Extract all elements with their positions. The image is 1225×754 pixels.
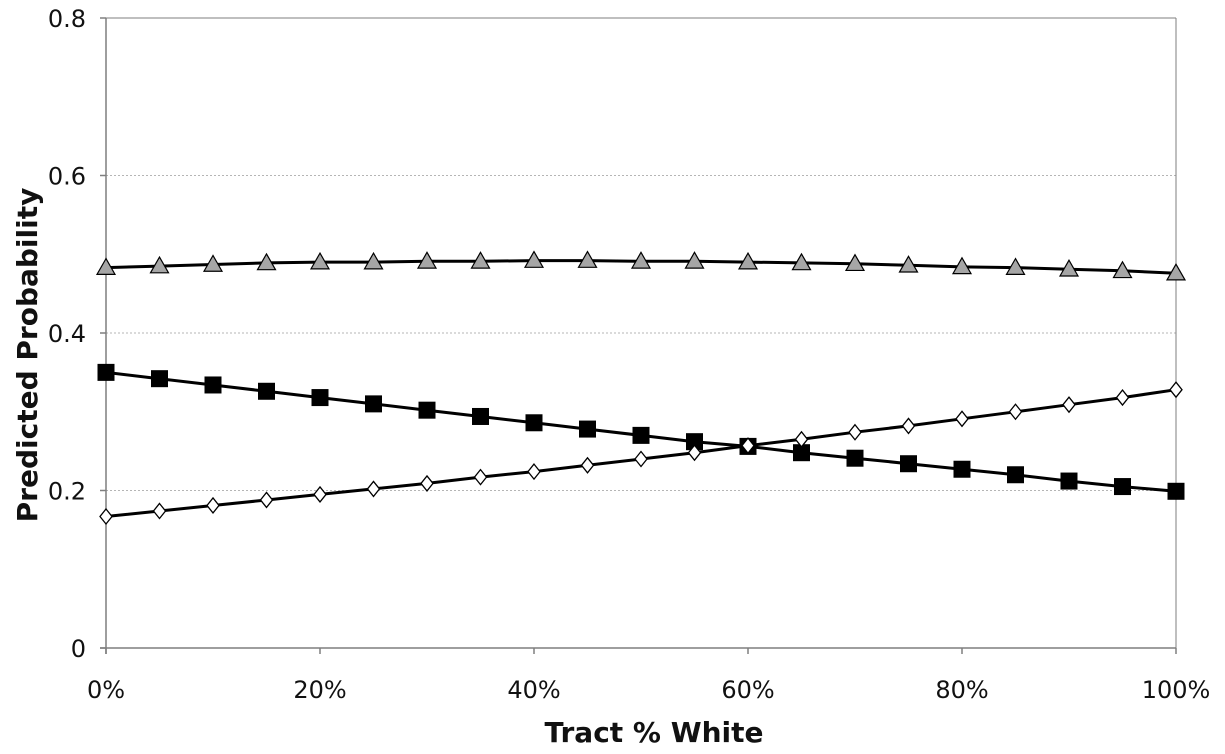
point-triangle-13 <box>791 252 812 271</box>
point-diamond-16 <box>955 410 969 428</box>
point-triangle-18 <box>1058 259 1080 277</box>
point-diamond-18 <box>1062 396 1076 414</box>
point-square-15 <box>900 455 917 473</box>
point-square-9 <box>579 420 596 438</box>
point-triangle-19 <box>1112 260 1133 279</box>
point-diamond-15 <box>901 417 916 435</box>
y-tick-label-1: 0.2 <box>48 478 86 506</box>
point-diamond-19 <box>1115 389 1130 407</box>
point-diamond-20 <box>1169 381 1183 399</box>
point-triangle-10 <box>630 251 652 269</box>
point-diamond-5 <box>366 480 381 498</box>
point-square-18 <box>1060 472 1078 490</box>
point-diamond-17 <box>1008 403 1023 421</box>
point-diamond-1 <box>152 502 167 520</box>
tick-labels: 0 0.2 0.4 0.6 0.8 0% 20% 40% 60% 80% 100% <box>48 5 1210 704</box>
y-axis-title: Predicted Probability <box>11 188 44 523</box>
point-square-5 <box>365 395 382 413</box>
point-diamond-8 <box>527 463 541 481</box>
point-triangle-8 <box>523 250 545 268</box>
point-square-2 <box>204 376 222 394</box>
point-diamond-3 <box>259 491 274 509</box>
point-diamond-13 <box>794 430 809 448</box>
point-square-16 <box>953 460 971 478</box>
y-tick-label-2: 0.4 <box>48 320 86 348</box>
point-square-20 <box>1167 482 1185 500</box>
point-square-14 <box>846 449 864 467</box>
point-triangle-11 <box>684 251 705 269</box>
point-triangle-5 <box>363 251 384 270</box>
series-diamond <box>99 381 1183 526</box>
point-triangle-6 <box>416 251 438 269</box>
series-group <box>95 250 1187 526</box>
point-square-17 <box>1007 466 1024 484</box>
x-tick-label-1: 20% <box>293 676 346 704</box>
point-square-1 <box>151 370 168 388</box>
series-square <box>97 363 1185 500</box>
point-triangle-15 <box>898 255 919 273</box>
x-axis-title: Tract % White <box>544 716 763 749</box>
x-tick-label-5: 100% <box>1142 676 1211 704</box>
series-triangle <box>95 250 1187 281</box>
point-diamond-10 <box>634 450 648 468</box>
point-square-6 <box>418 401 436 419</box>
x-tick-label-2: 40% <box>507 676 560 704</box>
point-square-19 <box>1114 478 1131 496</box>
point-diamond-12 <box>741 437 755 455</box>
x-tick-label-3: 60% <box>721 676 774 704</box>
point-triangle-0 <box>95 257 117 275</box>
point-triangle-12 <box>737 251 759 270</box>
point-diamond-11 <box>687 444 702 462</box>
point-triangle-3 <box>256 252 277 271</box>
point-square-3 <box>258 382 275 400</box>
point-diamond-2 <box>206 496 220 515</box>
point-diamond-14 <box>848 423 862 441</box>
x-tick-label-4: 80% <box>935 676 988 704</box>
point-diamond-4 <box>313 485 327 503</box>
point-triangle-1 <box>149 255 170 274</box>
point-diamond-6 <box>420 474 434 492</box>
point-triangle-14 <box>844 253 866 272</box>
y-tick-label-3: 0.6 <box>48 163 86 191</box>
point-triangle-9 <box>577 250 598 268</box>
point-square-4 <box>311 389 329 407</box>
point-square-8 <box>525 414 543 432</box>
point-square-10 <box>632 426 650 444</box>
point-triangle-7 <box>470 251 491 269</box>
point-triangle-17 <box>1005 257 1026 275</box>
point-triangle-2 <box>202 254 224 272</box>
point-triangle-4 <box>309 251 331 270</box>
y-tick-label-0: 0 <box>71 635 86 663</box>
y-tick-label-4: 0.8 <box>48 5 86 33</box>
point-diamond-0 <box>99 507 113 526</box>
point-square-0 <box>97 363 115 381</box>
axes <box>100 17 1177 654</box>
x-tick-label-0: 0% <box>87 676 125 704</box>
point-triangle-16 <box>951 256 973 275</box>
point-diamond-9 <box>580 456 595 474</box>
point-diamond-7 <box>473 468 488 486</box>
point-square-7 <box>472 407 489 425</box>
point-triangle-20 <box>1165 262 1187 281</box>
